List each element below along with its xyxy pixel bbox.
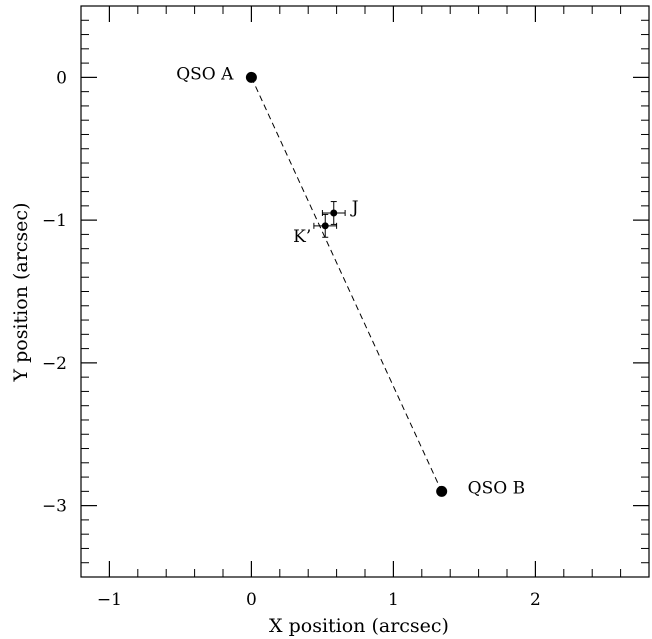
y-tick-label: −1: [42, 211, 67, 231]
minor-ticks: [81, 6, 649, 577]
y-tick-label: −3: [42, 497, 67, 517]
plot-frame: [80, 5, 650, 578]
point-label-k: K’: [293, 227, 311, 247]
y-tick-label: −2: [42, 354, 67, 374]
point-qso-b: [436, 485, 448, 497]
point-label-qso-b: QSO B: [468, 478, 525, 498]
qso-connector-dashed-line: [250, 77, 443, 492]
x-axis-title: X position (arcsec): [269, 615, 449, 637]
point-label-j: J: [350, 198, 359, 218]
y-tick-labels: 0 −1 −2 −3: [42, 68, 67, 516]
point-k: [321, 222, 329, 230]
data-points: QSO A QSO B J K’: [176, 64, 525, 498]
x-tick-label: −1: [97, 590, 122, 610]
major-ticks: [81, 6, 649, 577]
x-tick-label: 0: [246, 590, 257, 610]
point-qso-a: [245, 71, 257, 83]
point-j: [330, 209, 338, 217]
x-tick-labels: −1 0 1 2: [97, 590, 541, 610]
x-tick-label: 1: [388, 590, 399, 610]
point-label-qso-a: QSO A: [176, 64, 234, 84]
x-tick-label: 2: [530, 590, 541, 610]
y-tick-label: 0: [56, 68, 67, 88]
y-axis-title: Y position (arcsec): [10, 203, 32, 383]
